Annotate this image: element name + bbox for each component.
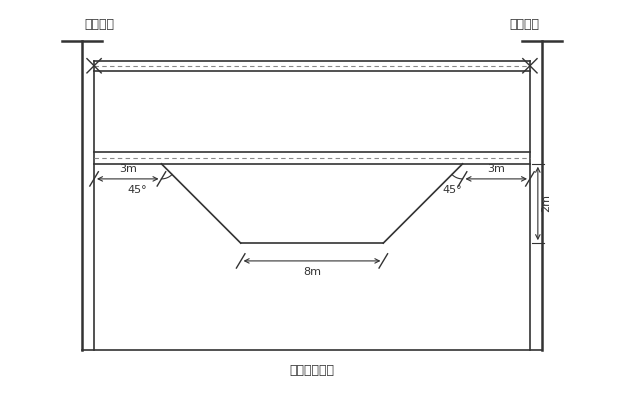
Text: 3m: 3m: [487, 164, 505, 174]
Text: 45°: 45°: [443, 185, 462, 195]
Text: 基坑开挖底面: 基坑开挖底面: [290, 364, 334, 377]
Text: 2m: 2m: [541, 194, 551, 212]
Text: 东侧地面: 东侧地面: [84, 18, 114, 31]
Text: 3m: 3m: [119, 164, 137, 174]
Text: 西侧地面: 西侧地面: [510, 18, 540, 31]
Text: 8m: 8m: [303, 267, 321, 277]
Text: 45°: 45°: [128, 185, 147, 195]
